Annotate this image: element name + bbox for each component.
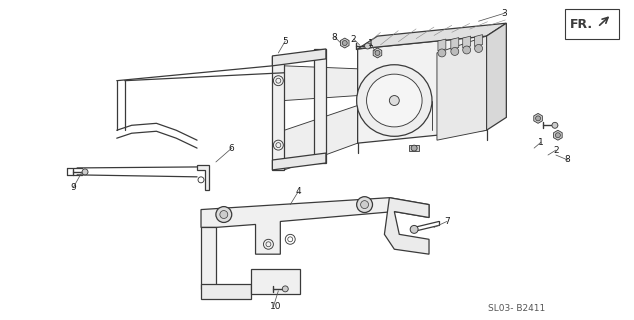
Polygon shape [553, 130, 562, 140]
Text: 9: 9 [70, 183, 76, 192]
Circle shape [411, 145, 417, 151]
Text: 2: 2 [351, 35, 356, 44]
Circle shape [410, 225, 418, 233]
Polygon shape [475, 35, 482, 46]
Text: FR.: FR. [570, 18, 593, 31]
Circle shape [555, 133, 560, 138]
Polygon shape [284, 66, 358, 100]
Polygon shape [451, 37, 459, 50]
Ellipse shape [389, 96, 399, 106]
Circle shape [357, 197, 373, 212]
Text: 6: 6 [229, 144, 235, 153]
Polygon shape [273, 49, 326, 66]
Polygon shape [250, 269, 300, 294]
Text: 8: 8 [565, 156, 571, 164]
Text: SL03- B2411: SL03- B2411 [489, 304, 546, 313]
Ellipse shape [366, 74, 422, 127]
Text: 8: 8 [332, 33, 338, 42]
Circle shape [365, 43, 370, 49]
Circle shape [375, 51, 380, 55]
Circle shape [438, 49, 446, 57]
Circle shape [220, 211, 228, 219]
Text: 4: 4 [295, 187, 301, 196]
Polygon shape [437, 36, 486, 140]
Circle shape [282, 286, 288, 292]
Text: 2: 2 [553, 146, 559, 155]
Polygon shape [438, 39, 446, 51]
Polygon shape [273, 56, 284, 170]
Polygon shape [373, 48, 382, 58]
Polygon shape [284, 106, 358, 170]
Polygon shape [340, 38, 349, 48]
Polygon shape [409, 145, 419, 151]
Polygon shape [358, 23, 507, 49]
Circle shape [82, 169, 88, 175]
Polygon shape [384, 198, 429, 254]
Circle shape [463, 46, 470, 54]
Polygon shape [197, 165, 209, 190]
Circle shape [361, 201, 368, 209]
Text: 10: 10 [271, 302, 282, 311]
Text: 3: 3 [501, 9, 507, 18]
Ellipse shape [357, 65, 432, 136]
FancyBboxPatch shape [565, 9, 619, 39]
Polygon shape [534, 113, 542, 123]
Circle shape [475, 44, 482, 52]
Circle shape [451, 47, 459, 55]
Polygon shape [201, 198, 429, 254]
Circle shape [552, 122, 558, 128]
Text: 7: 7 [444, 217, 450, 226]
Polygon shape [273, 153, 326, 170]
Text: 5: 5 [282, 36, 288, 45]
Circle shape [342, 41, 347, 45]
Polygon shape [201, 228, 216, 289]
Polygon shape [201, 284, 250, 299]
Text: 1: 1 [538, 138, 544, 147]
Circle shape [216, 207, 232, 222]
Polygon shape [358, 36, 486, 143]
Polygon shape [463, 36, 470, 48]
Polygon shape [486, 23, 507, 130]
Polygon shape [314, 49, 326, 163]
Text: 1: 1 [368, 38, 373, 48]
Circle shape [536, 116, 541, 121]
